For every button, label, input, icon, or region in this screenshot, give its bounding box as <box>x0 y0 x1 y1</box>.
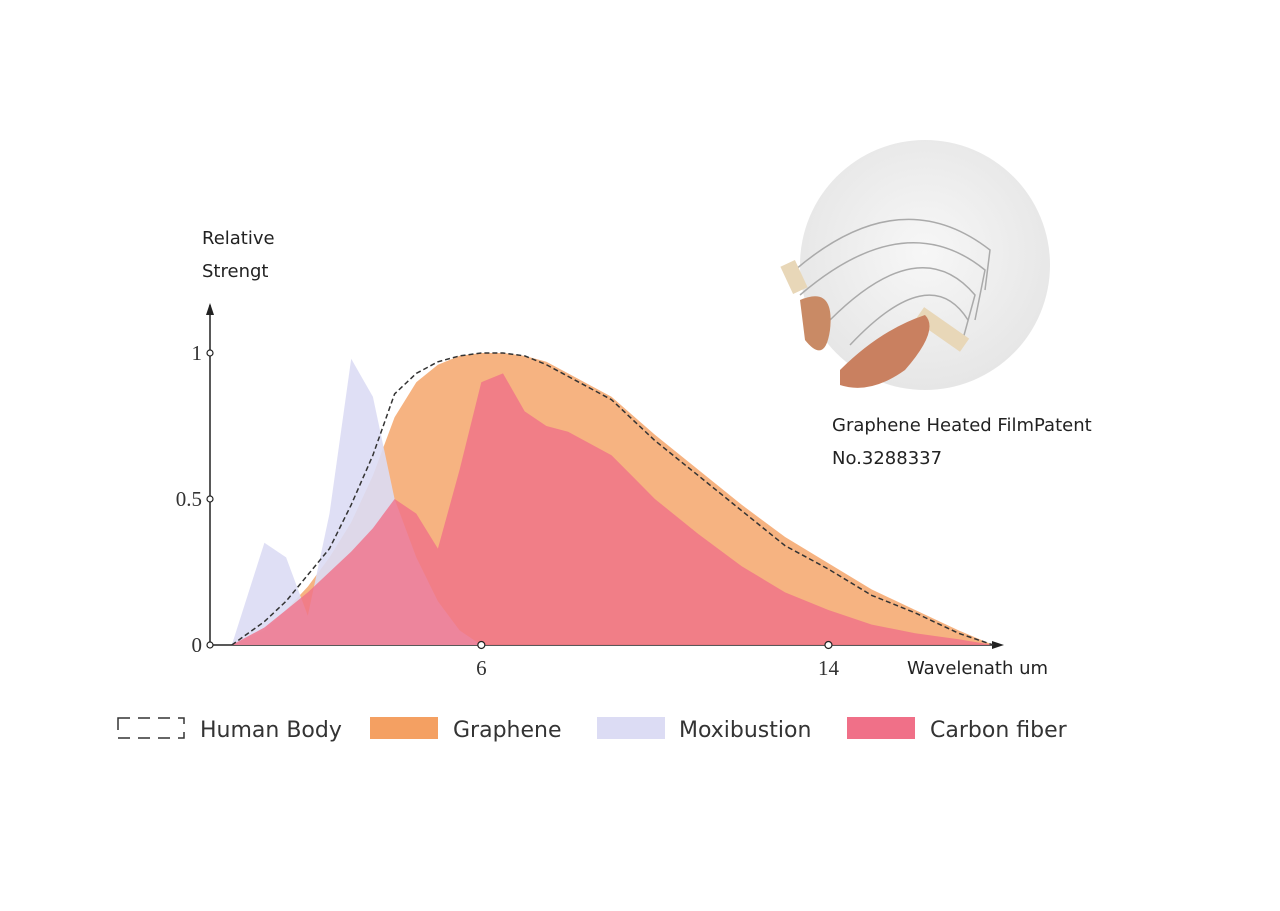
x-axis-arrow <box>992 641 1004 649</box>
annotation: Graphene Heated FilmPatent No.3288337 <box>832 415 1092 469</box>
legend-swatch <box>847 717 915 739</box>
legend-label: Human Body <box>200 718 342 743</box>
y-axis-arrow <box>206 303 214 315</box>
legend: Human Body Graphene Moxibustion Carbon fibe… <box>117 717 1068 743</box>
y-tick-label: 1 <box>192 341 203 365</box>
y-tick-label: 0.5 <box>176 487 202 511</box>
y-tick-label: 0 <box>192 633 203 657</box>
y-tick-mark <box>206 641 214 649</box>
area <box>231 373 994 645</box>
legend-label: Carbon fiber <box>930 718 1068 743</box>
legend-swatch <box>117 717 185 739</box>
product-photo <box>780 140 1050 390</box>
x-tick-label: 6 <box>476 656 487 680</box>
legend-label: Graphene <box>453 718 562 743</box>
y-axis-label: Relative Strengt <box>202 228 275 282</box>
x-tick-mark <box>824 640 833 650</box>
x-tick-mark <box>477 640 486 650</box>
y-tick-mark <box>206 349 214 357</box>
y-tick-mark <box>206 495 214 503</box>
legend-label: Moxibustion <box>679 718 811 743</box>
plot-area: 0 0.5 1 6 14 <box>176 303 1004 680</box>
x-axis-label: Wavelenath um <box>907 658 1049 679</box>
legend-swatch <box>597 717 665 739</box>
line <box>231 352 994 646</box>
legend-swatch <box>370 717 438 739</box>
x-tick-label: 14 <box>818 656 840 680</box>
